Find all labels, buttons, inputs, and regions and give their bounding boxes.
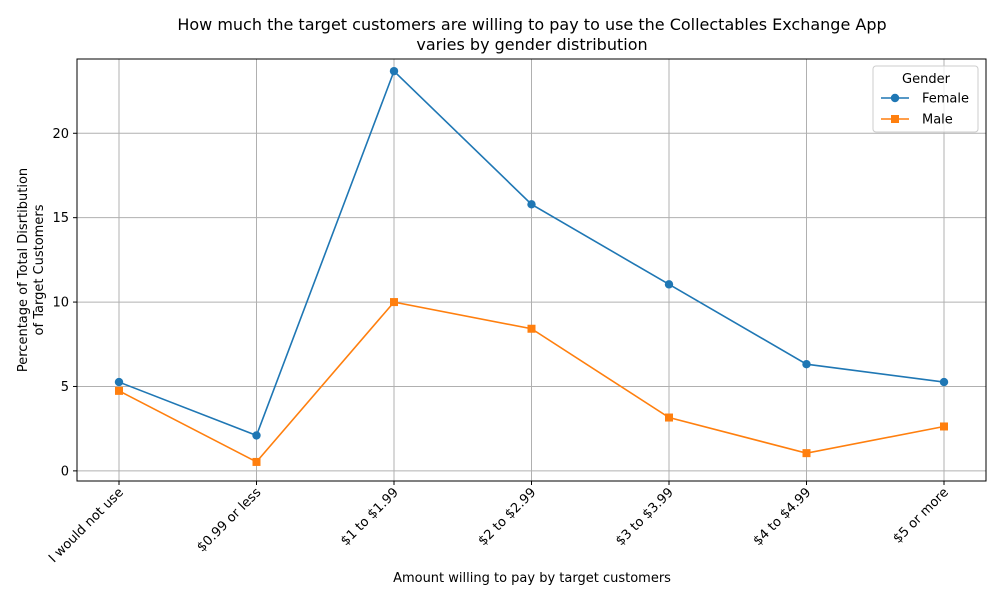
y-tick-label: 15 xyxy=(52,211,69,226)
data-point-male xyxy=(940,422,948,431)
y-axis-label-line-1: Percentage of Total Disrtibution xyxy=(16,168,31,372)
data-point-female xyxy=(389,66,399,76)
data-point-male xyxy=(390,298,398,307)
data-point-male xyxy=(665,413,673,422)
data-point-female xyxy=(527,200,536,209)
chart-title-line-1: How much the target customers are willin… xyxy=(177,15,886,34)
legend-box xyxy=(872,65,979,133)
data-point-female xyxy=(664,280,674,289)
y-tick-label: 5 xyxy=(61,380,69,395)
legend-label-female: Female xyxy=(922,92,969,107)
data-point-female xyxy=(802,359,811,369)
data-point-female xyxy=(252,431,261,440)
legend-title: Gender xyxy=(902,72,951,87)
legend-entries: Female Male xyxy=(881,92,969,128)
y-axis-label: Percentage of Total Disrtibution of Targ… xyxy=(16,168,47,372)
legend: Gender Female Male xyxy=(872,65,979,133)
x-axis-label: Amount willing to pay by target customer… xyxy=(393,571,671,586)
data-point-male xyxy=(252,457,261,466)
y-tick-label: 10 xyxy=(52,296,69,311)
series-layer xyxy=(114,66,949,466)
series-female xyxy=(114,66,949,440)
series-male xyxy=(115,298,948,466)
y-tick-label: 20 xyxy=(52,127,69,142)
y-ticks: 0 5 10 15 20 xyxy=(52,127,77,479)
y-axis-label-line-2: of Target Customers xyxy=(32,204,47,335)
legend-marker-male xyxy=(891,115,899,123)
data-point-female xyxy=(939,377,949,387)
data-point-male xyxy=(115,386,123,395)
y-tick-label: 0 xyxy=(61,464,69,479)
legend-marker-female xyxy=(890,93,900,103)
data-point-female xyxy=(114,377,124,387)
legend-label-male: Male xyxy=(922,113,953,128)
chart-title-line-2: varies by gender distribution xyxy=(416,35,647,54)
data-point-male xyxy=(802,449,811,458)
data-point-male xyxy=(527,324,536,333)
grid-lines xyxy=(77,59,986,481)
